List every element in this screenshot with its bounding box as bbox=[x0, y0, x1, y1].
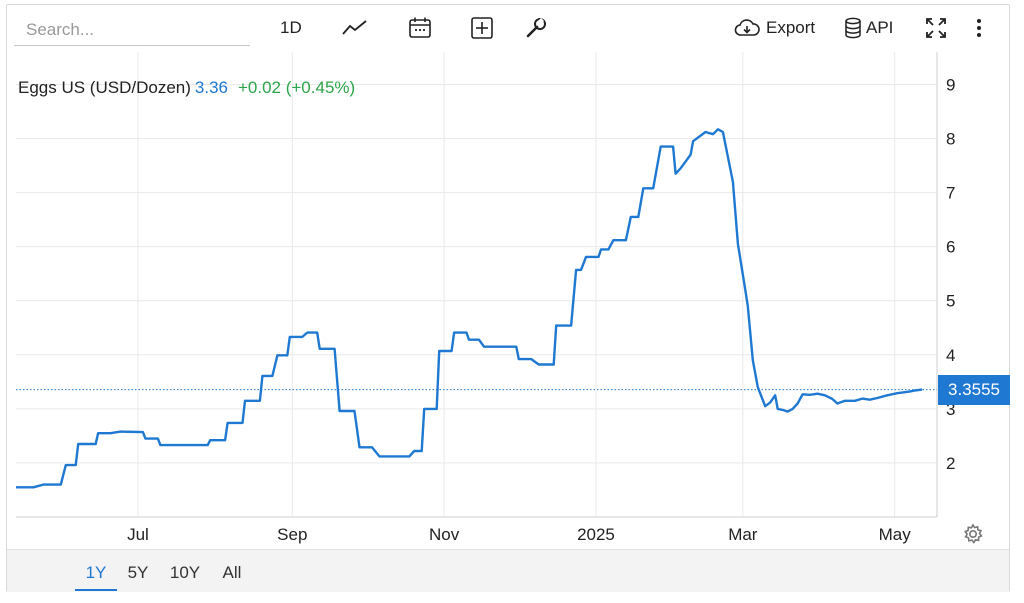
y-tick-label: 3 bbox=[946, 400, 955, 419]
x-tick-label: Sep bbox=[277, 525, 307, 544]
y-tick-label: 7 bbox=[946, 184, 955, 203]
api-label: API bbox=[866, 18, 894, 37]
x-tick-label: May bbox=[879, 525, 912, 544]
range-button-10y[interactable]: 10Y bbox=[169, 563, 201, 582]
fullscreen-icon[interactable] bbox=[924, 12, 948, 44]
y-tick-label: 8 bbox=[946, 130, 955, 149]
cloud-download-icon bbox=[734, 18, 760, 38]
more-options-icon[interactable] bbox=[972, 12, 986, 44]
legend-series-name: Eggs US (USD/Dozen) bbox=[18, 78, 191, 97]
export-button[interactable]: Export bbox=[734, 12, 815, 44]
database-icon bbox=[844, 17, 862, 39]
export-label: Export bbox=[766, 18, 816, 37]
range-button-5y[interactable]: 5Y bbox=[127, 563, 149, 582]
add-indicator-icon[interactable] bbox=[470, 12, 494, 44]
line-chart-icon[interactable] bbox=[342, 12, 368, 44]
range-button-1y[interactable]: 1Y bbox=[75, 561, 117, 591]
calendar-icon[interactable] bbox=[408, 12, 432, 44]
y-tick-label: 4 bbox=[946, 346, 955, 365]
x-tick-label: Jul bbox=[127, 525, 149, 544]
x-tick-label: 2025 bbox=[577, 525, 615, 544]
wrench-icon[interactable] bbox=[524, 12, 548, 44]
legend-last-value: 3.36 bbox=[194, 78, 228, 97]
interval-button[interactable]: 1D bbox=[280, 18, 302, 37]
price-series-line bbox=[16, 128, 923, 489]
range-selector: 1Y 5Y 10Y All bbox=[7, 549, 1009, 592]
y-tick-label: 6 bbox=[946, 238, 955, 257]
x-tick-label: Nov bbox=[429, 525, 460, 544]
y-tick-label: 5 bbox=[946, 292, 955, 311]
legend-change: +0.02 (+0.45%) bbox=[237, 78, 356, 97]
x-tick-label: Mar bbox=[728, 525, 758, 544]
search-input[interactable] bbox=[14, 14, 250, 46]
y-tick-label: 2 bbox=[946, 454, 955, 473]
chart-settings-gear-icon[interactable] bbox=[962, 523, 984, 545]
range-button-all[interactable]: All bbox=[222, 563, 242, 582]
last-price-tag: 3.3555 bbox=[938, 374, 1010, 405]
api-button[interactable]: API bbox=[844, 12, 893, 44]
chart-legend: Eggs US (USD/Dozen) 3.36 +0.02 (+0.45%) bbox=[18, 78, 355, 98]
y-tick-label: 9 bbox=[946, 75, 955, 94]
